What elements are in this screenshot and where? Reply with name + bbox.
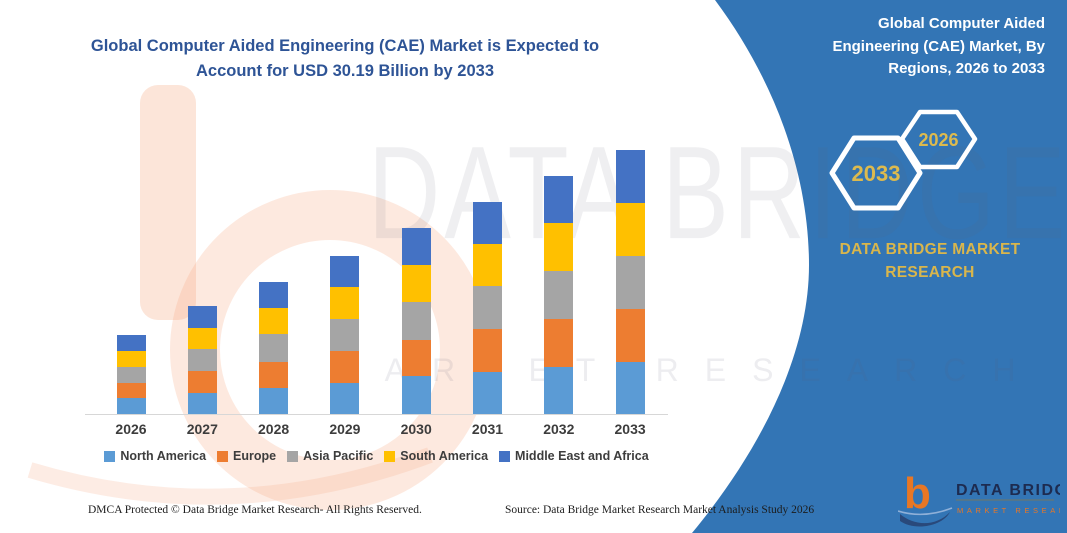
segment-south-america (401, 265, 431, 303)
source-footer-text: Source: Data Bridge Market Research Mark… (505, 504, 815, 516)
segment-north-america (473, 372, 502, 414)
segment-middle-east-and-africa (544, 176, 574, 224)
hexagon-2033 (829, 135, 923, 211)
legend-item-middle-east-and-africa: Middle East and Africa (499, 449, 649, 463)
segment-south-america (473, 244, 502, 287)
segment-south-america (259, 308, 289, 335)
dmca-footer-text: DMCA Protected © Data Bridge Market Rese… (88, 504, 422, 516)
logo-underswoosh-icon (898, 507, 953, 516)
bar-2030 (401, 227, 431, 414)
x-axis-label-2032: 2032 (543, 421, 575, 437)
bar-2027 (187, 306, 217, 414)
x-axis-label-2029: 2029 (329, 421, 361, 437)
segment-middle-east-and-africa (187, 306, 217, 329)
segment-north-america (187, 393, 217, 414)
legend-swatch-icon (384, 450, 396, 462)
logo-subtext: MARKET RESEARCH (957, 506, 1060, 515)
legend-swatch-icon (287, 450, 299, 462)
legend-swatch-icon (104, 450, 116, 462)
segment-south-america (544, 223, 574, 271)
segment-europe (401, 339, 431, 377)
bar-2026 (116, 335, 146, 414)
bar-2029 (330, 255, 360, 414)
x-axis-label-2027: 2027 (186, 421, 218, 437)
hexagon-2026 (899, 109, 978, 170)
segment-north-america (401, 376, 431, 414)
logo-wordmark: DATA BRIDGE (956, 482, 1060, 499)
legend-label: Asia Pacific (303, 449, 374, 463)
segment-europe (473, 329, 502, 373)
bar-2028 (259, 282, 289, 414)
legend-label: North America (120, 449, 207, 463)
data-bridge-logo: b DATA BRIDGE MARKET RESEARCH (898, 470, 1060, 527)
segment-middle-east-and-africa (615, 150, 645, 204)
x-axis-label-2026: 2026 (115, 421, 147, 437)
segment-asia-pacific (116, 366, 146, 383)
legend-swatch-icon (499, 450, 511, 462)
segment-north-america (615, 361, 645, 414)
logo-d-swoosh-icon (900, 512, 950, 527)
segment-asia-pacific (401, 302, 431, 340)
segment-asia-pacific (473, 286, 502, 330)
segment-europe (544, 318, 574, 367)
plot-area (85, 150, 668, 415)
bar-2031 (473, 202, 502, 414)
segment-middle-east-and-africa (330, 255, 360, 288)
legend-item-north-america: North America (104, 449, 206, 463)
logo-b-icon: b (904, 470, 931, 518)
legend-item-europe: Europe (217, 449, 276, 463)
x-axis-label-2028: 2028 (258, 421, 290, 437)
segment-asia-pacific (544, 270, 574, 319)
hexagon-2026-label: 2026 (918, 130, 958, 150)
segment-asia-pacific (187, 349, 217, 372)
x-axis-label-2033: 2033 (614, 421, 646, 437)
segment-asia-pacific (259, 334, 289, 362)
segment-north-america (116, 398, 146, 414)
panel-heading: Global Computer Aided Engineering (CAE) … (832, 15, 1045, 77)
segment-middle-east-and-africa (401, 227, 431, 266)
segment-middle-east-and-africa (473, 202, 502, 245)
segment-europe (615, 309, 645, 362)
segment-europe (330, 351, 360, 383)
segment-europe (259, 361, 289, 388)
segment-south-america (116, 351, 146, 367)
legend-label: Middle East and Africa (515, 449, 649, 463)
stacked-bar-chart: 2026 2027 2028 2029 2030 2031 2032 2033 North A… (85, 150, 668, 463)
bar-2032 (544, 176, 574, 414)
segment-south-america (187, 328, 217, 350)
chart-title: Global Computer Aided Engineering (CAE) … (90, 37, 600, 80)
legend-label: South America (400, 449, 489, 463)
legend-item-asia-pacific: Asia Pacific (287, 449, 373, 463)
hexagon-2033-label: 2033 (852, 161, 901, 186)
x-axis-label-2031: 2031 (471, 421, 504, 437)
panel-brand-text: DATA BRIDGE MARKET RESEARCH (839, 241, 1021, 282)
segment-north-america (259, 387, 289, 414)
x-axis-label-2030: 2030 (400, 421, 432, 437)
bar-2033 (615, 150, 645, 414)
segment-asia-pacific (615, 255, 645, 310)
segment-south-america (615, 203, 645, 256)
segment-south-america (330, 287, 360, 319)
legend-item-south-america: South America (384, 449, 488, 463)
legend: North America Europe Asia Pacific South Ame… (85, 449, 668, 463)
legend-label: Europe (233, 449, 277, 463)
year-hexagons: 2033 2026 (829, 109, 978, 211)
segment-middle-east-and-africa (116, 335, 146, 352)
segment-europe (187, 371, 217, 394)
segment-asia-pacific (330, 318, 360, 352)
legend-swatch-icon (217, 450, 229, 462)
segment-north-america (330, 382, 360, 414)
segment-europe (116, 382, 146, 399)
x-axis-labels: 2026 2027 2028 2029 2030 2031 2032 2033 (85, 421, 668, 447)
segment-middle-east-and-africa (259, 282, 289, 309)
segment-north-america (544, 366, 574, 414)
